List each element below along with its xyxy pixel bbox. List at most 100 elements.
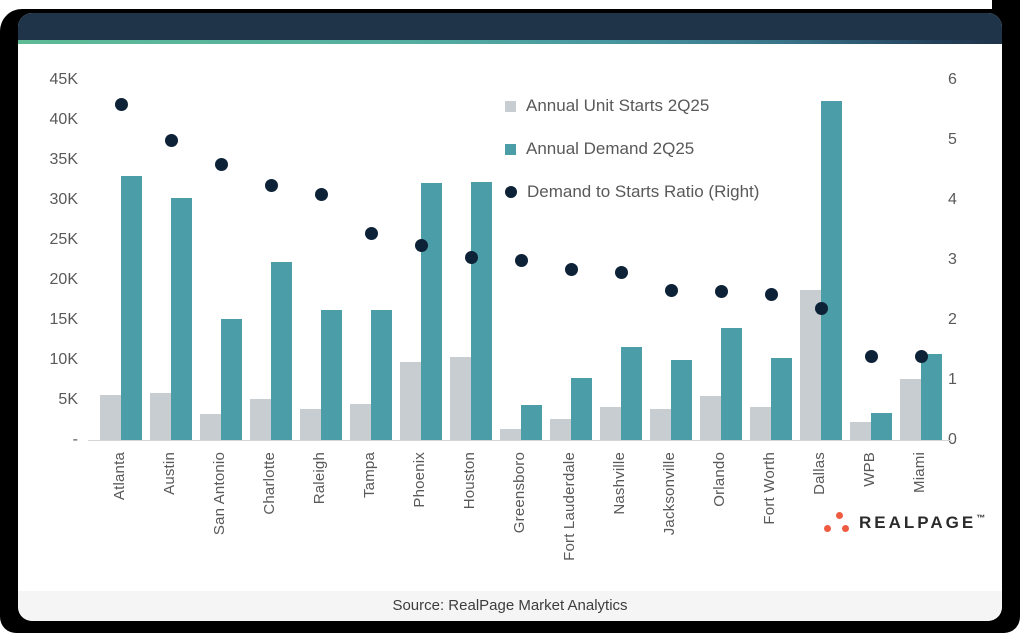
header-bar	[18, 13, 1002, 40]
y-axis-tick-right: 6	[948, 71, 957, 88]
starts-bar	[250, 399, 271, 440]
demand-bar	[221, 319, 242, 440]
starts-bar	[500, 428, 521, 440]
demand-bar	[821, 100, 842, 440]
category-label: Atlanta	[111, 452, 128, 501]
y-axis-tick-left: 20K	[49, 271, 78, 288]
logo-dot-icon	[842, 525, 849, 532]
legend-item-starts: Annual Unit Starts 2Q25	[505, 96, 759, 116]
starts-bar	[650, 408, 671, 440]
demand-bar	[671, 360, 692, 440]
chart-plot-area: Annual Unit Starts 2Q25 Annual Demand 2Q…	[88, 80, 952, 561]
x-axis-line	[88, 440, 952, 441]
ratio-dot	[464, 250, 478, 264]
source-footer: Source: RealPage Market Analytics	[18, 591, 1002, 621]
demand-bar	[521, 404, 542, 440]
y-axis-tick-right: 3	[948, 251, 957, 268]
starts-bar	[450, 356, 471, 440]
logo-wordmark: REALPAGE™	[859, 513, 986, 532]
ratio-dot	[764, 287, 778, 301]
starts-legend-swatch	[505, 100, 516, 112]
y-axis-tick-left: 15K	[49, 311, 78, 328]
legend-label: Annual Unit Starts 2Q25	[526, 96, 710, 115]
starts-bar	[100, 395, 121, 440]
category-label: Charlotte	[261, 452, 278, 515]
starts-bar	[300, 408, 321, 440]
y-axis-tick-left: 10K	[49, 351, 78, 368]
starts-bar	[200, 414, 221, 440]
logo-dot-icon	[836, 512, 843, 519]
demand-bar	[621, 347, 642, 440]
starts-bar	[900, 379, 921, 440]
demand-bar	[121, 176, 142, 440]
y-axis-tick-right: 2	[948, 311, 957, 328]
demand-bar	[871, 412, 892, 440]
starts-bar	[800, 290, 821, 440]
category-label: WPB	[861, 452, 878, 487]
demand-bar	[171, 197, 192, 440]
legend-item-demand: Annual Demand 2Q25	[505, 139, 759, 159]
y-axis-tick-left: 5K	[58, 391, 78, 408]
ratio-dot	[714, 284, 728, 298]
ratio-dot	[314, 187, 328, 201]
y-axis-tick-right: 4	[948, 191, 957, 208]
category-label: Greensboro	[511, 452, 528, 534]
category-label: Miami	[911, 452, 928, 493]
ratio-dot	[414, 238, 428, 252]
trademark-symbol: ™	[976, 513, 986, 523]
logo-dot-icon	[824, 525, 831, 532]
source-text: Source: RealPage Market Analytics	[392, 597, 628, 614]
starts-bar	[350, 404, 371, 440]
ratio-dot	[864, 349, 878, 363]
y-axis-tick-left: 35K	[49, 151, 78, 168]
starts-bar	[750, 407, 771, 440]
starts-bar	[550, 419, 571, 440]
category-label: Houston	[461, 452, 478, 510]
ratio-dot	[914, 349, 928, 363]
demand-bar	[271, 262, 292, 440]
legend-label: Demand to Starts Ratio (Right)	[527, 182, 760, 201]
ratio-dot	[164, 133, 178, 147]
demand-bar	[371, 310, 392, 440]
starts-bar	[700, 396, 721, 440]
y-axis-left: 45K 40K 35K 30K 25K 20K 15K 10K 5K -	[18, 71, 78, 448]
y-axis-tick-left: 45K	[49, 71, 78, 88]
y-axis-tick-right: 5	[948, 131, 957, 148]
ratio-dot	[264, 178, 278, 192]
demand-bar	[721, 328, 742, 440]
category-label: Nashville	[611, 452, 628, 515]
category-label: Phoenix	[411, 452, 428, 508]
category-label: Austin	[161, 452, 178, 495]
y-axis-tick-left: 25K	[49, 231, 78, 248]
y-axis-tick-right: 1	[948, 371, 957, 388]
demand-bar	[771, 358, 792, 440]
demand-bar	[471, 182, 492, 440]
starts-bar	[400, 362, 421, 440]
category-label: Tampa	[361, 452, 378, 499]
demand-bar	[921, 353, 942, 440]
category-label: Raleigh	[311, 452, 328, 505]
category-label: Orlando	[711, 452, 728, 507]
y-axis-tick-left: 40K	[49, 111, 78, 128]
category-label: Jacksonville	[661, 452, 678, 536]
chart-card: 45K 40K 35K 30K 25K 20K 15K 10K 5K - 6 5 4 3 2 1 0 Annu…	[18, 13, 1002, 621]
demand-bar	[421, 183, 442, 440]
ratio-dot	[364, 226, 378, 240]
legend-item-ratio: Demand to Starts Ratio (Right)	[505, 182, 759, 202]
starts-bar	[850, 421, 871, 440]
realpage-logo: REALPAGE™	[823, 507, 998, 547]
category-label: San Antonio	[211, 452, 228, 536]
ratio-dot	[564, 262, 578, 276]
category-label: Fort Lauderdale	[561, 452, 578, 561]
starts-bar	[150, 392, 171, 440]
ratio-dot	[514, 253, 528, 267]
starts-bar	[600, 407, 621, 440]
ratio-dot	[114, 97, 128, 111]
demand-bar	[571, 378, 592, 440]
ratio-dot	[614, 265, 628, 279]
demand-bar	[321, 309, 342, 440]
chart-legend: Annual Unit Starts 2Q25 Annual Demand 2Q…	[505, 96, 759, 225]
legend-label: Annual Demand 2Q25	[526, 139, 695, 158]
accent-gradient-stripe	[18, 40, 1002, 44]
